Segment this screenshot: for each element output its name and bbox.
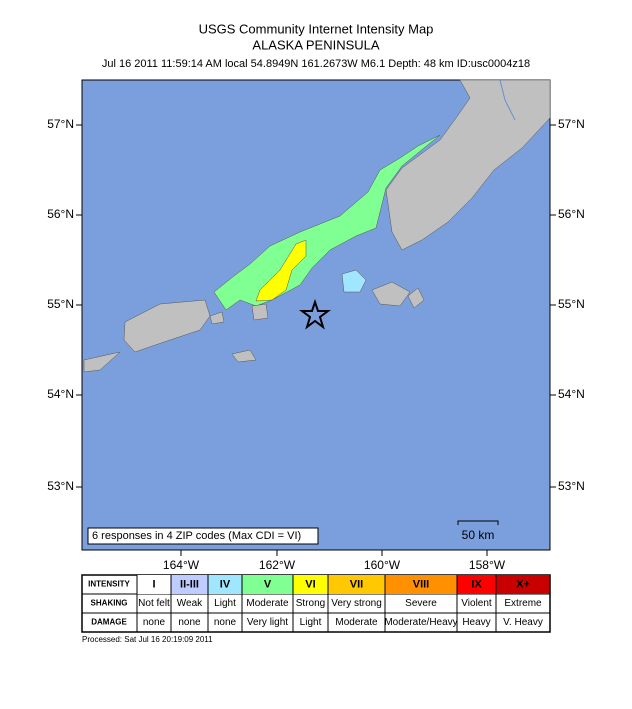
intensity-swatch [293,575,328,594]
legend-intensity: VII [350,578,363,590]
intensity-swatch [457,575,496,594]
island [123,299,211,353]
lat-label: 54°N [47,387,74,401]
map: 6 responses in 4 ZIP codes (Max CDI = VI… [81,79,551,551]
intensity-swatch [496,575,550,594]
intensity-swatch [242,575,293,594]
legend-shaking: Extreme [504,598,542,609]
lat-label: 56°N [558,207,585,221]
title: USGS Community Internet Intensity Map [199,21,434,36]
island [231,349,257,363]
info: Jul 16 2011 11:59:14 AM local 54.8949N 1… [102,58,530,70]
lon-label: 158°W [469,558,506,572]
river [499,79,516,121]
intensity-swatch [385,575,457,594]
legend-row-header: INTENSITY [88,580,130,589]
lat-label: 54°N [558,387,585,401]
legend-damage: none [178,617,201,628]
legend-shaking: Weak [177,598,203,609]
subtitle: ALASKA PENINSULA [252,37,379,52]
legend-shaking: Not felt [138,598,170,609]
legend-intensity: X+ [516,578,530,590]
lat-label: 56°N [47,207,74,221]
legend-intensity: IX [471,578,482,590]
legend-shaking: Severe [405,598,437,609]
legend-intensity: II-III [180,578,199,590]
lon-label: 160°W [364,558,401,572]
lat-label: 55°N [47,297,74,311]
legend-row-header: SHAKING [91,599,128,608]
lat-label: 53°N [47,479,74,493]
intensity-swatch [208,575,242,594]
intensity-swatch [137,575,171,594]
legend-intensity: V [264,578,272,590]
legend-intensity: IV [220,578,231,590]
lat-label: 57°N [558,117,585,131]
intensity-iv-area [341,269,367,293]
responses: 6 responses in 4 ZIP codes (Max CDI = VI… [92,530,301,542]
legend-damage: none [143,617,166,628]
intensity-v-area [213,134,441,311]
legend-intensity: VI [305,578,315,590]
legend-damage: none [214,617,237,628]
legend-shaking: Very strong [331,598,382,609]
lon-label: 162°W [259,558,296,572]
epicenter [299,298,331,330]
legend-shaking: Light [214,598,236,609]
legend-shaking: Moderate [246,598,289,609]
lon-label: 164°W [163,558,200,572]
lat-label: 57°N [47,117,74,131]
legend-damage: Moderate/Heavy [384,617,457,628]
intensity-swatch [171,575,208,594]
lat-label: 53°N [558,479,585,493]
legend-damage: Heavy [462,617,490,628]
island [83,351,121,373]
legend-intensity: VIII [413,578,430,590]
island [371,281,411,307]
footer: Processed: Sat Jul 16 20:19:09 2011 [82,635,213,644]
legend-shaking: Strong [296,598,325,609]
legend-row-header: DAMAGE [91,618,127,627]
mainland [385,79,551,251]
responses-box [87,527,319,545]
legend-damage: Light [300,617,322,628]
lat-label: 55°N [558,297,585,311]
island [251,303,269,321]
island [407,287,425,309]
legend-shaking: Violent [461,598,492,609]
legend-damage: Very light [247,617,288,628]
legend-damage: Moderate [335,617,378,628]
legend-damage: V. Heavy [503,617,543,628]
scale-bar [457,520,499,525]
island [209,311,225,325]
legend-intensity: I [152,578,155,590]
scale-label: 50 km [462,528,495,542]
intensity-swatch [328,575,385,594]
intensity-vi-area [255,239,307,302]
